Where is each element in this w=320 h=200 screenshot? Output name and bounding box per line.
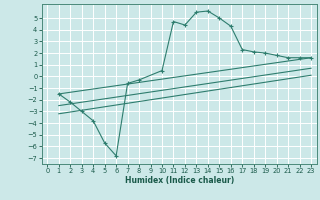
X-axis label: Humidex (Indice chaleur): Humidex (Indice chaleur) [124, 176, 234, 185]
